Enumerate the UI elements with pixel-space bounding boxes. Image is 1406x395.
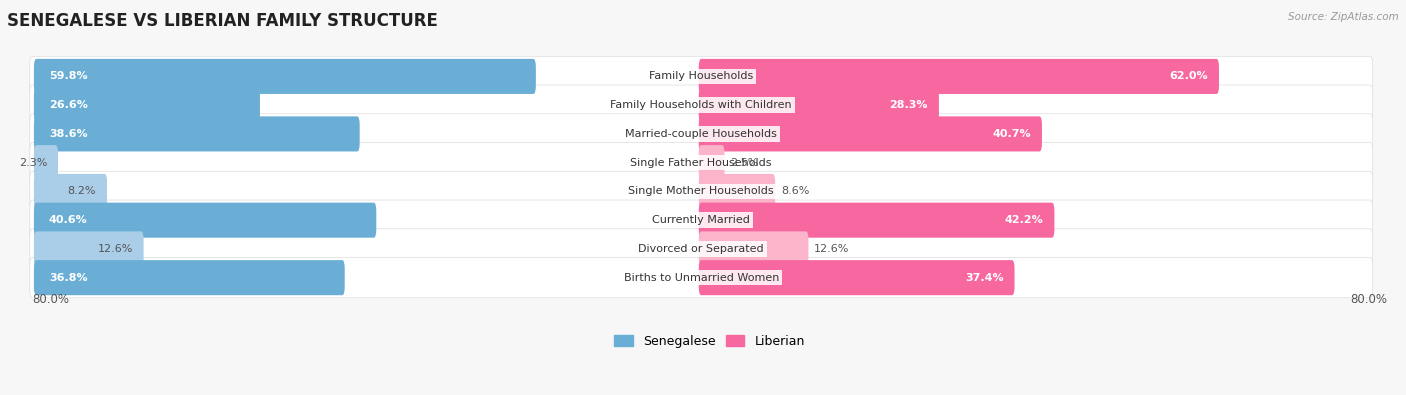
Text: SENEGALESE VS LIBERIAN FAMILY STRUCTURE: SENEGALESE VS LIBERIAN FAMILY STRUCTURE xyxy=(7,12,437,30)
FancyBboxPatch shape xyxy=(34,88,260,123)
Text: Single Mother Households: Single Mother Households xyxy=(628,186,775,196)
Text: 8.6%: 8.6% xyxy=(780,186,810,196)
Text: 80.0%: 80.0% xyxy=(32,293,69,306)
Text: Married-couple Households: Married-couple Households xyxy=(626,129,778,139)
FancyBboxPatch shape xyxy=(699,203,1054,238)
Text: Divorced or Separated: Divorced or Separated xyxy=(638,244,763,254)
Text: 40.6%: 40.6% xyxy=(49,215,87,225)
FancyBboxPatch shape xyxy=(34,203,377,238)
FancyBboxPatch shape xyxy=(34,260,344,295)
Text: 8.2%: 8.2% xyxy=(67,186,96,196)
Text: 59.8%: 59.8% xyxy=(49,71,87,81)
FancyBboxPatch shape xyxy=(34,145,58,180)
FancyBboxPatch shape xyxy=(30,171,1372,212)
Text: Family Households with Children: Family Households with Children xyxy=(610,100,792,110)
Legend: Senegalese, Liberian: Senegalese, Liberian xyxy=(609,330,810,353)
Text: 80.0%: 80.0% xyxy=(1350,293,1386,306)
FancyBboxPatch shape xyxy=(30,85,1372,125)
Text: 37.4%: 37.4% xyxy=(965,273,1004,283)
Text: 40.7%: 40.7% xyxy=(993,129,1031,139)
FancyBboxPatch shape xyxy=(34,117,360,151)
FancyBboxPatch shape xyxy=(699,145,724,180)
FancyBboxPatch shape xyxy=(699,174,775,209)
Text: 38.6%: 38.6% xyxy=(49,129,87,139)
Text: 12.6%: 12.6% xyxy=(97,244,132,254)
Text: 2.5%: 2.5% xyxy=(730,158,759,167)
Text: 36.8%: 36.8% xyxy=(49,273,87,283)
Text: 12.6%: 12.6% xyxy=(814,244,849,254)
Text: 2.3%: 2.3% xyxy=(18,158,48,167)
Text: Source: ZipAtlas.com: Source: ZipAtlas.com xyxy=(1288,12,1399,22)
FancyBboxPatch shape xyxy=(34,59,536,94)
Text: Currently Married: Currently Married xyxy=(652,215,751,225)
FancyBboxPatch shape xyxy=(699,231,808,267)
FancyBboxPatch shape xyxy=(699,88,939,123)
FancyBboxPatch shape xyxy=(30,143,1372,183)
FancyBboxPatch shape xyxy=(34,174,107,209)
FancyBboxPatch shape xyxy=(30,56,1372,96)
Text: 62.0%: 62.0% xyxy=(1170,71,1208,81)
FancyBboxPatch shape xyxy=(699,260,1015,295)
FancyBboxPatch shape xyxy=(30,114,1372,154)
Text: Single Father Households: Single Father Households xyxy=(630,158,772,167)
Text: Births to Unmarried Women: Births to Unmarried Women xyxy=(623,273,779,283)
FancyBboxPatch shape xyxy=(699,59,1219,94)
FancyBboxPatch shape xyxy=(30,258,1372,298)
FancyBboxPatch shape xyxy=(30,229,1372,269)
FancyBboxPatch shape xyxy=(30,200,1372,240)
Text: 28.3%: 28.3% xyxy=(890,100,928,110)
Text: 26.6%: 26.6% xyxy=(49,100,87,110)
Text: 42.2%: 42.2% xyxy=(1005,215,1043,225)
FancyBboxPatch shape xyxy=(34,231,143,267)
FancyBboxPatch shape xyxy=(699,117,1042,151)
Text: Family Households: Family Households xyxy=(650,71,754,81)
